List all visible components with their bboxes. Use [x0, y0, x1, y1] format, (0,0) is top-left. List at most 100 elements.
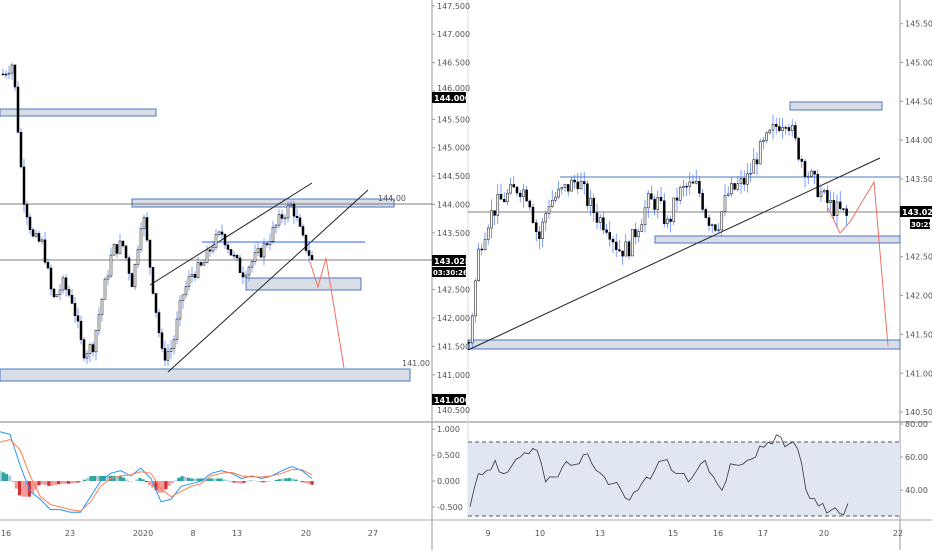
macd-histogram-bar	[47, 481, 50, 486]
zone-141[interactable]	[0, 369, 410, 381]
macd-histogram-bar	[12, 481, 15, 482]
zone-144[interactable]	[132, 199, 394, 207]
right-x-tick-label: 10	[535, 529, 545, 538]
left-candle-down	[293, 204, 295, 216]
zone-145-8[interactable]	[0, 109, 156, 116]
zone-142-7-right[interactable]	[655, 236, 900, 243]
right-candle-down	[634, 229, 636, 236]
macd-histogram-bar	[249, 481, 252, 482]
right-candle-down	[650, 194, 652, 200]
left-candle-up	[104, 279, 106, 299]
right-drawings[interactable]	[468, 102, 900, 350]
right-candle-down	[833, 200, 835, 215]
left-candle-down	[200, 262, 202, 265]
left-candle-up	[203, 263, 205, 265]
zone-142-7[interactable]	[246, 278, 361, 290]
rsi-y-tick-label: 40.00	[905, 486, 928, 495]
left-candle-up	[215, 234, 217, 247]
macd-histogram-bar	[177, 478, 180, 481]
left-candle-down	[209, 250, 211, 251]
macd-histogram-bar	[86, 478, 89, 481]
right-candle-up	[759, 142, 761, 164]
right-candle-up	[830, 200, 832, 202]
right-candle-down	[702, 193, 704, 209]
left-candle-up	[248, 267, 250, 275]
right-price-y-tick-label: 144.000	[905, 136, 932, 145]
left-candle-down	[23, 167, 25, 204]
left-candle-down	[242, 273, 244, 277]
right-candle-up	[641, 224, 643, 231]
right-candle-down	[692, 182, 694, 183]
macd-histogram-bar	[275, 480, 278, 481]
right-candle-up	[631, 229, 633, 256]
left-price-y-tick-label: 145.000	[437, 144, 470, 153]
left-candle-up	[107, 276, 109, 279]
right-candle-down	[609, 232, 611, 239]
left-price-y-tick-label: 144.000	[437, 201, 470, 210]
right-x-tick-label: 16	[713, 529, 723, 538]
left-candle-up	[254, 253, 256, 262]
channel-upper-line[interactable]	[150, 183, 312, 285]
left-candle-up	[188, 277, 190, 287]
right-candle-down	[500, 194, 502, 199]
macd-histogram-bar	[288, 478, 291, 481]
left-candle-down	[305, 235, 307, 250]
right-candle-down	[574, 180, 576, 182]
right-candle-up	[545, 214, 547, 222]
right-candle-down	[513, 184, 515, 187]
macd-histogram-bar	[190, 478, 193, 481]
left-candle-down	[14, 65, 16, 87]
right-price-y-tick-label: 142.500	[905, 253, 932, 262]
macd-histogram-bar	[259, 481, 262, 482]
countdown-left: 03:30:26	[433, 269, 468, 277]
right-candle-up	[484, 240, 486, 250]
right-candle-up	[718, 230, 720, 231]
left-candle-up	[284, 218, 286, 219]
left-candle-up	[140, 229, 142, 250]
right-candle-up	[471, 316, 473, 343]
left-candle-up	[170, 349, 172, 352]
left-candle-up	[89, 345, 91, 354]
right-candle-up	[753, 160, 755, 174]
left-candle-up	[119, 241, 121, 253]
left-candle-up	[278, 215, 280, 225]
macd-histogram-bar	[294, 480, 297, 482]
right-candle-up	[625, 242, 627, 256]
right-candle-up	[721, 212, 723, 230]
macd-histogram-bar	[233, 481, 236, 482]
tag-144: 144.000	[434, 94, 471, 103]
right-candle-down	[826, 190, 828, 202]
left-price-y-tick-label: 140.500	[437, 406, 470, 415]
macd-histogram-bar	[135, 479, 138, 481]
left-candle-down	[155, 293, 157, 312]
zone-141-4-right[interactable]	[468, 340, 900, 349]
right-candle-down	[817, 174, 819, 197]
left-x-tick-label: 23	[65, 529, 75, 538]
macd-histogram-bar	[125, 480, 128, 481]
right-candle-down	[583, 181, 585, 183]
left-candle-down	[80, 321, 82, 340]
left-candle-up	[206, 250, 208, 263]
zone-144-4[interactable]	[790, 102, 882, 110]
left-candle-down	[92, 345, 94, 352]
macd-histogram-bar	[229, 481, 232, 482]
left-candle-up	[185, 286, 187, 294]
macd-line-macd	[0, 432, 312, 512]
macd-histogram-bar	[44, 481, 47, 485]
left-candle-down	[230, 249, 232, 255]
macd-histogram-bar	[96, 476, 99, 481]
left-candle-down	[224, 234, 226, 245]
projection-arrow[interactable]	[310, 258, 344, 368]
left-x-tick-label: 16	[1, 529, 11, 538]
macd-histogram-bar	[57, 481, 60, 484]
right-candle-down	[602, 218, 604, 230]
macd-histogram-bar	[41, 481, 44, 484]
macd-histogram-bar	[64, 481, 67, 484]
right-candle-up	[737, 184, 739, 189]
macd-histogram-bar	[301, 481, 304, 482]
right-candle-down	[842, 209, 844, 210]
left-candle-up	[257, 248, 259, 252]
left-candles	[2, 63, 313, 367]
right-candle-up	[679, 188, 681, 201]
